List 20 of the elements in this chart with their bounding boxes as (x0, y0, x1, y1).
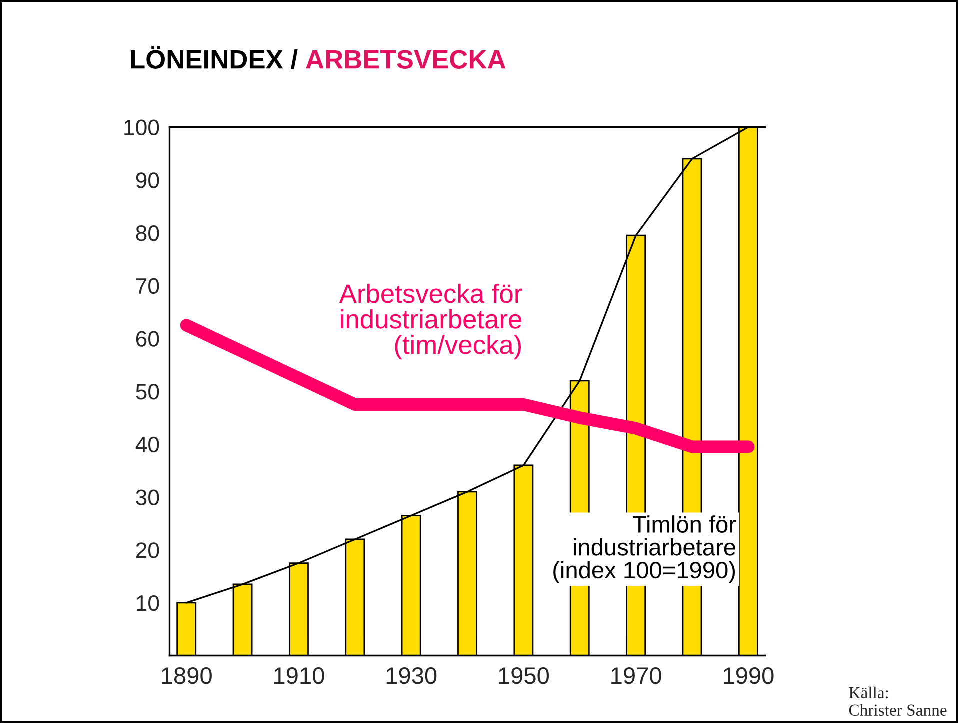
x-tick-label: 1970 (612, 667, 662, 684)
y-tick-label: 100 (124, 120, 160, 136)
y-tick-label: 90 (136, 172, 160, 188)
x-tick-label: 1950 (499, 667, 550, 684)
y-tick-label: 60 (136, 331, 160, 347)
y-tick-label: 70 (136, 278, 160, 294)
y-tick-label: 30 (136, 490, 160, 506)
annotation: Timlön för industriarbetare (index 100=1990) (554, 516, 736, 584)
annotation: Arbetsvecka för industriarbetare (tim/vecka) (339, 284, 522, 360)
x-tick-label: 1930 (386, 667, 437, 684)
y-tick-label: 50 (136, 384, 160, 400)
x-tick-label: 1990 (724, 667, 774, 684)
y-tick-label: 40 (136, 436, 160, 453)
y-tick-label: 10 (137, 595, 160, 612)
x-tick-label: 1890 (162, 667, 212, 684)
text: Källa: Christer Sanne (849, 686, 947, 716)
x-tick-label: 1910 (274, 667, 324, 684)
chart-title: LÖNEINDEX / ARBETSVECKA (131, 46, 506, 70)
y-tick-label: 20 (136, 542, 160, 558)
y-tick-label: 80 (136, 225, 160, 242)
